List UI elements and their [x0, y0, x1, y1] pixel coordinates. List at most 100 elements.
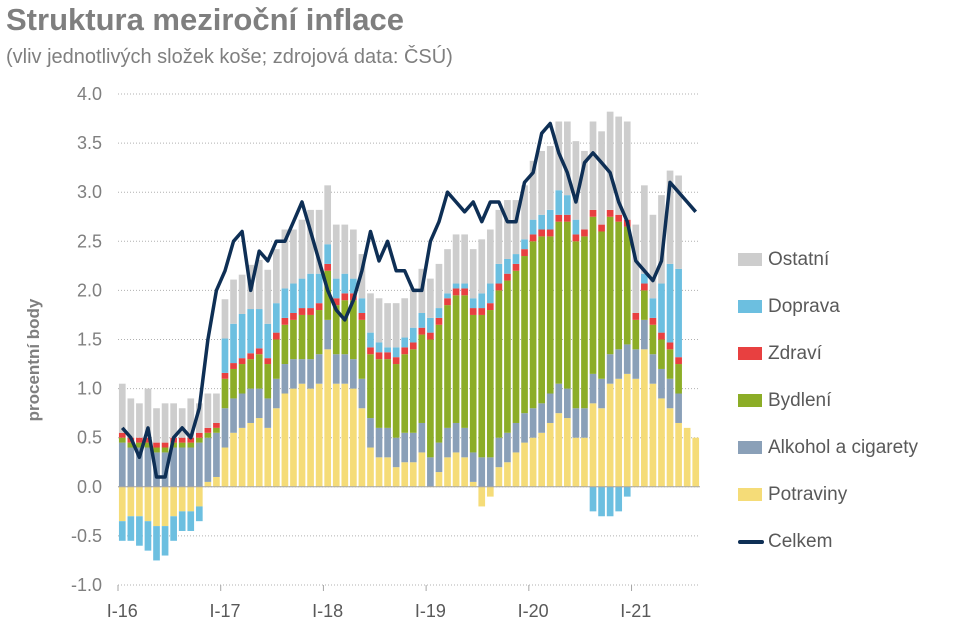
bar-segment-potraviny: [367, 447, 374, 487]
bar-segment-potraviny: [178, 486, 186, 512]
bar-segment-potraviny: [675, 422, 682, 487]
bar-segment-zdraví: [384, 352, 391, 360]
legend-swatch-alkohol: [738, 441, 762, 454]
bar-segment-zdraví: [213, 422, 220, 428]
bar-segment-ostatní: [666, 170, 674, 264]
bar-segment-alkohol-a-cigarety: [649, 354, 657, 384]
bar-segment-potraviny: [452, 452, 460, 487]
bar-segment-potraviny: [632, 378, 640, 487]
bar-segment-ostatní: [461, 234, 468, 284]
bar-segment-doprava: [136, 516, 143, 546]
bar-segment-potraviny: [341, 383, 349, 487]
bar-segment-zdraví: [418, 327, 426, 335]
bar-segment-potraviny: [435, 472, 443, 487]
bar-segment-ostatní: [255, 259, 263, 310]
bar-segment-bydlení: [529, 241, 537, 409]
bar-segment-ostatní: [435, 263, 443, 309]
bar-segment-potraviny: [589, 403, 597, 487]
bar-segment-bydlení: [546, 236, 554, 394]
bar-segment-zdraví: [555, 214, 563, 222]
legend-item-ostatni: Ostatní: [738, 236, 918, 283]
bar-segment-bydlení: [332, 305, 340, 355]
bar-segment-doprava: [598, 486, 605, 517]
bar-segment-doprava: [504, 258, 511, 274]
bar-segment-doprava: [538, 214, 545, 230]
bar-segment-potraviny: [127, 486, 135, 517]
bar-segment-zdraví: [324, 263, 332, 271]
y-tick-label: 0.0: [77, 477, 102, 497]
bar-segment-zdraví: [435, 317, 443, 325]
bar-segment-doprava: [589, 486, 597, 512]
bar-segment-doprava: [358, 298, 366, 313]
bar-segment-doprava: [341, 273, 349, 294]
legend-item-doprava: Doprava: [738, 283, 918, 330]
bar-segment-potraviny: [315, 383, 323, 487]
bar-segment-ostatní: [178, 408, 186, 438]
bar-segment-bydlení: [264, 364, 272, 399]
bar-segment-zdraví: [452, 288, 460, 296]
bar-segment-zdraví: [238, 358, 246, 365]
bar-segment-potraviny: [273, 408, 280, 487]
x-tick-label: I-21: [620, 601, 651, 621]
bar-segment-alkohol-a-cigarety: [675, 393, 682, 423]
bar-segment-doprava: [187, 511, 195, 531]
bar-segment-potraviny: [495, 467, 503, 487]
bar-segment-bydlení: [367, 354, 374, 419]
bar-segment-doprava: [435, 308, 443, 318]
bar-segment-potraviny: [384, 457, 391, 487]
bar-segment-alkohol-a-cigarety: [204, 437, 212, 482]
bar-segment-potraviny: [332, 383, 340, 487]
bar-segment-doprava: [623, 486, 631, 497]
bar-segment-alkohol-a-cigarety: [512, 422, 520, 453]
bar-segment-potraviny: [469, 481, 477, 487]
bar-segment-doprava: [144, 521, 152, 551]
bar-segment-zdraví: [290, 312, 297, 320]
bar-segment-zdraví: [144, 437, 152, 443]
bar-segment-zdraví: [358, 312, 366, 320]
bar-segment-zdraví: [195, 432, 203, 438]
bar-segment-zdraví: [444, 298, 451, 306]
bar-segment-potraviny: [204, 481, 212, 487]
bar-segment-doprava: [153, 526, 160, 561]
bar-segment-bydlení: [144, 442, 152, 448]
bar-segment-potraviny: [358, 408, 366, 487]
bar-segment-alkohol-a-cigarety: [452, 422, 460, 453]
bar-segment-potraviny: [546, 422, 554, 487]
bar-segment-zdraví: [118, 432, 126, 438]
legend-swatch-potraviny: [738, 488, 762, 501]
bar-segment-ostatní: [230, 279, 237, 324]
bar-segment-potraviny: [564, 418, 571, 487]
bar-segment-ostatní: [384, 303, 391, 348]
bar-segment-bydlení: [118, 437, 126, 443]
x-tick-label: I-20: [518, 601, 549, 621]
bar-segment-alkohol-a-cigarety: [247, 388, 254, 423]
bar-segment-bydlení: [452, 295, 460, 423]
bar-segment-doprava: [486, 283, 494, 304]
bar-segment-potraviny: [238, 427, 246, 487]
bar-segment-potraviny: [658, 398, 665, 487]
bar-segment-ostatní: [538, 150, 545, 215]
legend-label-alkohol: Alkohol a cigarety: [768, 436, 918, 458]
bar-segment-doprava: [401, 337, 409, 348]
bar-segment-doprava: [546, 209, 554, 230]
bar-segment-alkohol-a-cigarety: [290, 359, 297, 389]
bar-segment-potraviny: [478, 486, 486, 507]
legend-item-bydleni: Bydlení: [738, 377, 918, 424]
bar-segment-ostatní: [469, 249, 477, 299]
bar-segment-zdraví: [204, 427, 212, 433]
bar-segment-potraviny: [290, 388, 297, 487]
bar-segment-zdraví: [589, 209, 597, 217]
bar-segment-ostatní: [504, 200, 511, 259]
bar-segment-doprava: [409, 327, 417, 343]
bar-segment-bydlení: [564, 221, 571, 389]
bar-segment-ostatní: [144, 388, 152, 438]
bar-segment-potraviny: [170, 486, 177, 517]
bar-segment-doprava: [298, 278, 306, 309]
bar-segment-ostatní: [213, 393, 220, 423]
bar-segment-alkohol-a-cigarety: [136, 447, 143, 487]
bar-segment-ostatní: [632, 224, 640, 313]
bar-segment-zdraví: [307, 308, 314, 315]
bar-segment-bydlení: [281, 324, 289, 365]
bar-segment-bydlení: [298, 314, 306, 360]
bar-segment-ostatní: [427, 278, 434, 318]
